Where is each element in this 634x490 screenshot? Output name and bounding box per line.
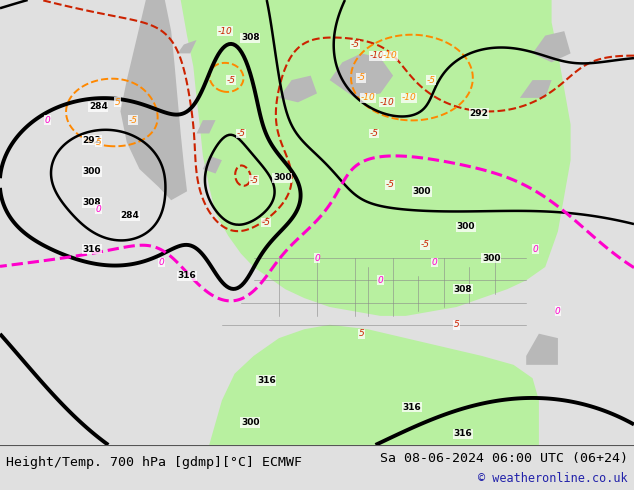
Text: -5: -5 [420,240,429,249]
Text: © weatheronline.co.uk: © weatheronline.co.uk [478,471,628,485]
Text: 300: 300 [456,222,476,231]
Text: 316: 316 [403,403,422,412]
Text: 0: 0 [158,258,165,267]
Text: -5: -5 [357,74,366,82]
Text: -5: -5 [236,129,245,138]
Text: -10: -10 [370,51,385,60]
Text: 0: 0 [555,307,561,316]
Polygon shape [209,325,539,445]
Polygon shape [203,156,222,173]
Text: -10: -10 [382,51,398,60]
Polygon shape [120,0,187,200]
Text: -10: -10 [401,94,417,102]
Text: 284: 284 [89,102,108,111]
Text: -5: -5 [129,116,138,124]
Polygon shape [526,334,558,365]
Text: 5: 5 [358,329,365,338]
Text: 300: 300 [241,418,260,427]
Text: -5: -5 [385,180,394,189]
Text: -10: -10 [379,98,394,107]
Text: -10: -10 [217,26,233,36]
Text: 292: 292 [82,136,101,145]
Text: 316: 316 [453,429,472,438]
Text: 300: 300 [273,173,292,182]
Text: 292: 292 [469,109,488,118]
Text: 0: 0 [431,258,437,267]
Text: 0: 0 [314,253,320,263]
Text: 5: 5 [95,138,101,147]
Text: -5: -5 [249,176,258,185]
Text: Height/Temp. 700 hPa [gdmp][°C] ECMWF: Height/Temp. 700 hPa [gdmp][°C] ECMWF [6,457,302,469]
Text: 5: 5 [453,320,460,329]
Polygon shape [520,80,552,98]
Text: 0: 0 [377,276,384,285]
Text: -5: -5 [262,218,271,227]
Text: -5: -5 [427,75,436,85]
Text: 316: 316 [82,245,101,254]
Polygon shape [533,31,571,62]
Text: 316: 316 [257,376,276,385]
Text: 308: 308 [453,285,472,294]
Text: -10: -10 [360,94,375,102]
Polygon shape [279,75,317,102]
Text: 0: 0 [44,116,51,124]
Text: 300: 300 [82,167,101,176]
Text: 308: 308 [241,33,260,42]
Text: -5: -5 [351,40,359,49]
Text: 300: 300 [412,187,431,196]
Text: 284: 284 [120,211,139,220]
Text: -5: -5 [227,75,236,85]
Text: 0: 0 [95,205,101,214]
Polygon shape [330,53,393,98]
Text: -5: -5 [370,129,378,138]
Text: 308: 308 [82,198,101,207]
Polygon shape [197,120,216,133]
Polygon shape [181,0,571,316]
Text: 5: 5 [114,98,120,107]
Text: 0: 0 [533,245,539,254]
Text: 300: 300 [482,253,501,263]
Text: 316: 316 [178,271,197,280]
Polygon shape [178,40,197,53]
Text: Sa 08-06-2024 06:00 UTC (06+24): Sa 08-06-2024 06:00 UTC (06+24) [380,452,628,465]
